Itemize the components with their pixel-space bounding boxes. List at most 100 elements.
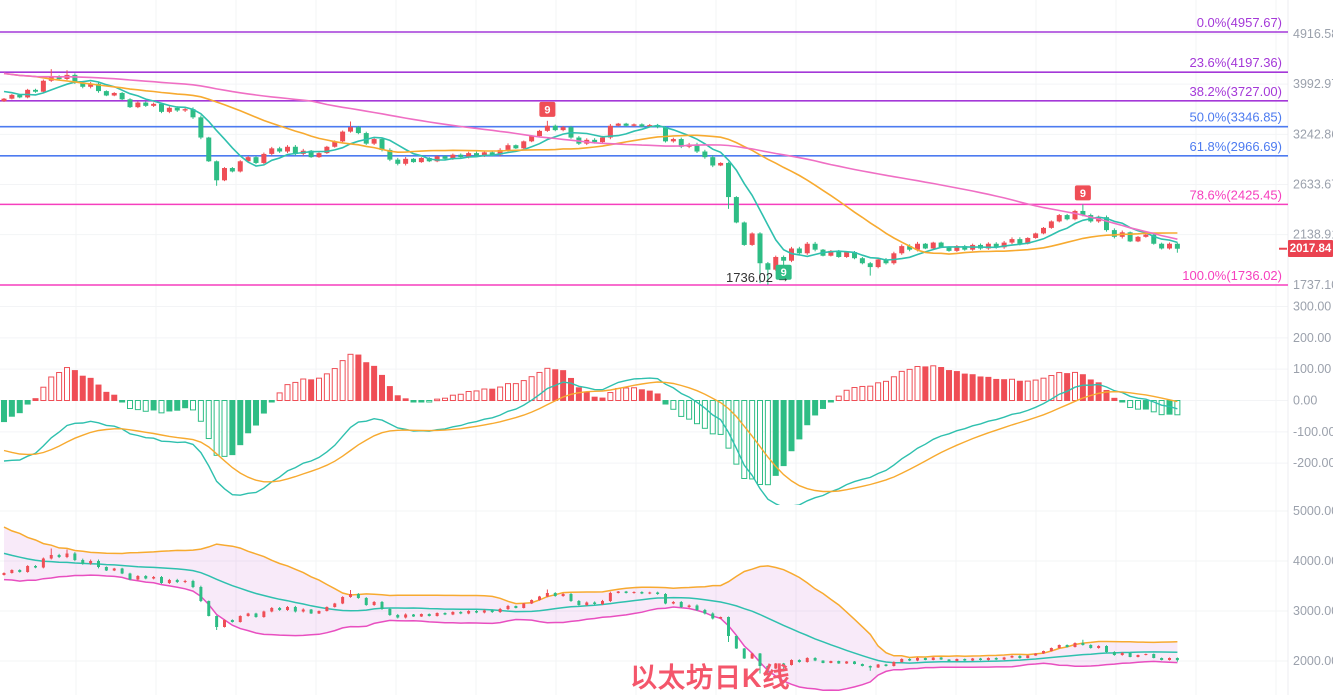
macd-histogram-bar[interactable] — [694, 400, 700, 425]
candle[interactable] — [285, 146, 290, 152]
macd-histogram-bar[interactable] — [221, 400, 228, 457]
macd-histogram-bar[interactable] — [741, 400, 748, 479]
macd-histogram-bar[interactable] — [678, 400, 685, 417]
macd-histogram-bar[interactable] — [481, 388, 488, 402]
candle[interactable] — [875, 259, 881, 268]
candle[interactable] — [317, 611, 321, 614]
candle[interactable] — [522, 603, 526, 609]
candle[interactable] — [813, 658, 817, 661]
macd-histogram-bar[interactable] — [631, 387, 637, 402]
candle[interactable] — [1151, 234, 1157, 244]
candle[interactable] — [175, 580, 179, 582]
candle[interactable] — [1097, 646, 1101, 648]
macd-histogram-bar[interactable] — [922, 366, 929, 402]
candle[interactable] — [734, 636, 738, 649]
candle[interactable] — [349, 594, 352, 597]
macd-histogram-bar[interactable] — [883, 380, 889, 402]
candle[interactable] — [859, 258, 865, 264]
candle[interactable] — [702, 151, 708, 158]
macd-histogram-bar[interactable] — [166, 400, 173, 412]
candle[interactable] — [292, 146, 298, 154]
candle[interactable] — [703, 610, 707, 614]
candle[interactable] — [569, 594, 573, 601]
candle[interactable] — [482, 610, 486, 613]
candle[interactable] — [781, 256, 787, 261]
candle[interactable] — [442, 156, 448, 159]
candle[interactable] — [403, 158, 409, 164]
candle[interactable] — [25, 89, 31, 98]
candle[interactable] — [593, 602, 597, 605]
macd-histogram-bar[interactable] — [16, 400, 23, 414]
macd-histogram-bar[interactable] — [473, 390, 480, 402]
macd-histogram-bar[interactable] — [827, 400, 834, 403]
candle[interactable] — [656, 592, 660, 595]
macd-histogram-bar[interactable] — [804, 400, 811, 426]
candle[interactable] — [498, 609, 502, 612]
candle[interactable] — [774, 663, 778, 669]
macd-histogram-bar[interactable] — [725, 400, 732, 449]
macd-histogram-bar[interactable] — [670, 400, 677, 410]
candle[interactable] — [427, 614, 431, 616]
candle[interactable] — [230, 620, 234, 622]
candle[interactable] — [348, 127, 353, 132]
macd-histogram-bar[interactable] — [599, 397, 606, 402]
candle[interactable] — [923, 658, 927, 660]
candle[interactable] — [1049, 648, 1053, 651]
candle[interactable] — [1041, 227, 1046, 234]
macd-histogram-bar[interactable] — [1158, 400, 1165, 416]
macd-histogram-bar[interactable] — [1001, 379, 1008, 402]
macd-histogram-bar[interactable] — [796, 400, 803, 440]
macd-histogram-bar[interactable] — [993, 378, 1000, 401]
candle[interactable] — [963, 659, 967, 661]
candle[interactable] — [435, 613, 439, 616]
candle[interactable] — [711, 613, 715, 619]
macd-histogram-bar[interactable] — [544, 367, 551, 401]
candle[interactable] — [18, 570, 22, 572]
candle[interactable] — [136, 576, 140, 580]
candle[interactable] — [639, 124, 645, 127]
candle[interactable] — [947, 659, 951, 662]
candle[interactable] — [790, 660, 793, 665]
candle[interactable] — [278, 608, 282, 610]
candle[interactable] — [206, 137, 212, 162]
macd-histogram-bar[interactable] — [1095, 382, 1102, 401]
candle[interactable] — [26, 566, 30, 572]
candle[interactable] — [458, 154, 464, 158]
candle[interactable] — [954, 246, 960, 251]
macd-histogram-bar[interactable] — [308, 379, 315, 401]
candle[interactable] — [223, 620, 226, 627]
macd-histogram-bar[interactable] — [79, 375, 86, 402]
macd-histogram-bar[interactable] — [48, 376, 55, 401]
macd-histogram-bar[interactable] — [426, 400, 433, 403]
macd-histogram-bar[interactable] — [394, 395, 401, 401]
candle[interactable] — [1017, 239, 1023, 244]
macd-histogram-bar[interactable] — [1040, 377, 1047, 401]
candle[interactable] — [1175, 658, 1179, 661]
candle[interactable] — [1128, 653, 1132, 657]
macd-histogram-bar[interactable] — [347, 353, 354, 401]
macd-histogram-bar[interactable] — [717, 400, 724, 435]
candle[interactable] — [418, 157, 424, 163]
macd-histogram-bar[interactable] — [127, 400, 133, 410]
candle[interactable] — [73, 553, 77, 561]
macd-histogram-bar[interactable] — [8, 400, 15, 417]
candle[interactable] — [128, 573, 132, 580]
candle[interactable] — [474, 153, 479, 156]
macd-histogram-bar[interactable] — [339, 360, 346, 401]
candle[interactable] — [670, 139, 676, 142]
candle[interactable] — [222, 168, 227, 181]
macd-histogram-bar[interactable] — [331, 368, 338, 401]
candle[interactable] — [892, 662, 896, 666]
candle[interactable] — [758, 653, 762, 667]
candle[interactable] — [962, 246, 968, 250]
macd-histogram-bar[interactable] — [284, 384, 291, 401]
candle[interactable] — [34, 566, 37, 568]
macd-histogram-bar[interactable] — [528, 376, 535, 402]
macd-histogram-bar[interactable] — [119, 400, 126, 403]
macd-histogram-bar[interactable] — [1103, 389, 1110, 401]
candle[interactable] — [72, 74, 78, 83]
candle[interactable] — [513, 145, 519, 149]
candle[interactable] — [309, 609, 313, 614]
macd-histogram-bar[interactable] — [536, 371, 543, 402]
candle[interactable] — [1105, 646, 1108, 652]
